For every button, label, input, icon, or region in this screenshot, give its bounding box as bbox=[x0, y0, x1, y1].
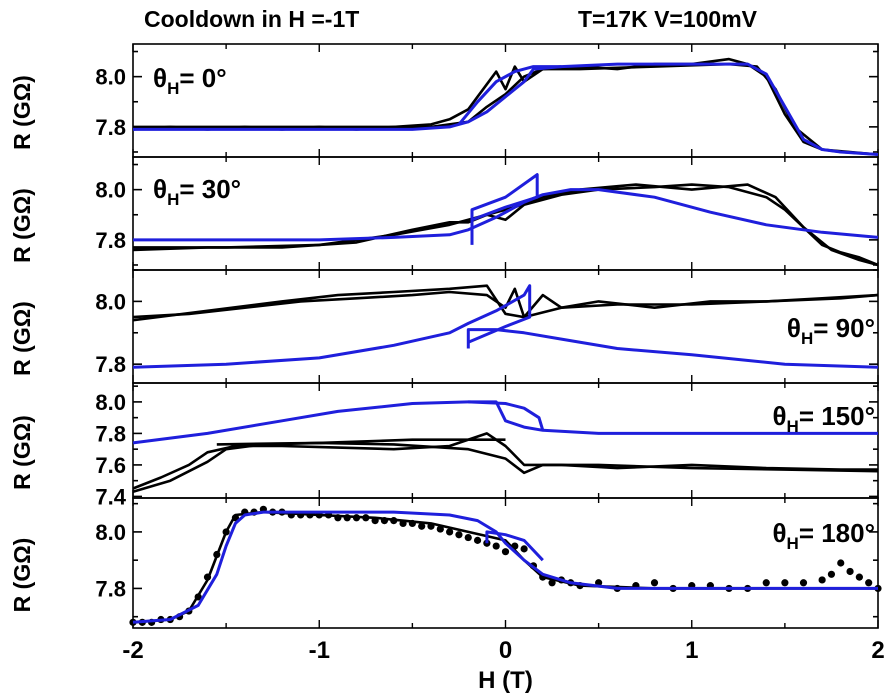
y-tick-label: 7.8 bbox=[95, 352, 126, 377]
x-axis-label: H (T) bbox=[478, 667, 533, 694]
annotation-value: = 150° bbox=[799, 401, 875, 431]
data-point bbox=[436, 525, 444, 533]
angle-annotation: θH= 90° bbox=[787, 313, 875, 348]
angle-annotation: θH= 30° bbox=[153, 174, 241, 209]
x-tick-label: 0 bbox=[499, 637, 512, 664]
panel-frame bbox=[132, 43, 879, 158]
data-point bbox=[827, 570, 836, 578]
data-point bbox=[455, 531, 463, 539]
data-point bbox=[837, 559, 845, 567]
data-point bbox=[865, 579, 873, 587]
annotation-value: = 180° bbox=[799, 518, 875, 548]
data-point bbox=[846, 567, 854, 576]
measured-curve bbox=[132, 287, 879, 319]
data-point bbox=[501, 548, 510, 556]
annotation-value: = 0° bbox=[179, 63, 226, 93]
data-point bbox=[799, 579, 808, 587]
data-point bbox=[855, 573, 863, 581]
y-tick-label: 8.0 bbox=[95, 289, 126, 314]
panel-5: 8.0 7.8 R (GΩ) θH= 180° bbox=[9, 497, 882, 629]
data-point bbox=[492, 542, 500, 550]
data-point bbox=[650, 579, 659, 587]
measured-curve bbox=[132, 432, 878, 490]
data-point bbox=[548, 579, 556, 587]
panel-1: 8.0 7.8 R (GΩ) θH= 0° bbox=[9, 43, 879, 158]
measured-curve bbox=[216, 438, 506, 446]
annotation-symbol: θ bbox=[772, 401, 786, 431]
model-curve bbox=[132, 400, 878, 445]
annotation-subscript: H bbox=[787, 417, 799, 436]
model-curve bbox=[466, 328, 879, 369]
y-axis-label: R (GΩ) bbox=[9, 415, 35, 490]
annotation-subscript: H bbox=[787, 534, 799, 553]
measured-curve bbox=[132, 441, 879, 493]
angle-annotation: θH= 150° bbox=[772, 401, 875, 436]
data-point bbox=[464, 533, 472, 542]
measured-curve bbox=[132, 284, 879, 322]
data-point bbox=[473, 536, 482, 544]
y-tick-label: 8.0 bbox=[95, 65, 126, 90]
y-tick-label: 7.8 bbox=[95, 421, 126, 446]
y-tick-label: 8.0 bbox=[95, 178, 126, 203]
x-tick-label: -1 bbox=[309, 637, 330, 664]
panel-4: 8.0 7.8 7.6 7.4 R (GΩ) θH= 150° bbox=[9, 382, 879, 509]
data-point bbox=[483, 539, 491, 547]
y-tick-label: 8.0 bbox=[95, 390, 126, 415]
annotation-subscript: H bbox=[167, 79, 179, 98]
annotation-subscript: H bbox=[801, 329, 813, 348]
data-point bbox=[446, 528, 454, 536]
annotation-symbol: θ bbox=[153, 174, 167, 204]
model-curve bbox=[468, 400, 545, 431]
y-axis-label: R (GΩ) bbox=[9, 75, 35, 150]
measured-curve bbox=[132, 510, 878, 624]
annotation-symbol: θ bbox=[772, 518, 786, 548]
data-point bbox=[762, 579, 770, 587]
annotation-subscript: H bbox=[167, 190, 179, 209]
x-tick-label: 1 bbox=[685, 637, 698, 664]
x-tick-label: 2 bbox=[871, 637, 884, 664]
y-axis-label: R (GΩ) bbox=[9, 538, 35, 613]
y-tick-label: 7.8 bbox=[95, 576, 126, 601]
data-point bbox=[781, 579, 789, 587]
annotation-value: = 30° bbox=[179, 174, 241, 204]
angle-annotation: θH= 0° bbox=[153, 63, 227, 98]
data-point bbox=[818, 576, 826, 584]
header-left: Cooldown in H =-1T bbox=[144, 6, 360, 32]
y-axis-label: R (GΩ) bbox=[9, 188, 35, 263]
y-tick-label: 8.0 bbox=[95, 520, 126, 545]
data-point bbox=[129, 618, 137, 626]
data-point bbox=[418, 522, 426, 530]
model-curve bbox=[457, 65, 562, 126]
panel-3: 8.0 7.8 R (GΩ) θH= 90° bbox=[9, 269, 879, 384]
angle-annotation: θH= 180° bbox=[772, 518, 875, 553]
header-right: T=17K V=100mV bbox=[578, 6, 758, 32]
model-curve bbox=[132, 284, 532, 369]
y-tick-label: 7.4 bbox=[95, 484, 126, 509]
annotation-symbol: θ bbox=[153, 63, 167, 93]
panel-2: 8.0 7.8 R (GΩ) θH= 30° bbox=[9, 156, 879, 271]
y-tick-label: 7.6 bbox=[95, 453, 126, 478]
model-curve bbox=[132, 510, 878, 624]
annotation-value: = 90° bbox=[813, 313, 875, 343]
model-curve bbox=[470, 173, 539, 245]
panel-frame bbox=[132, 497, 879, 629]
y-tick-label: 7.8 bbox=[95, 228, 126, 253]
y-axis-label: R (GΩ) bbox=[9, 301, 35, 376]
data-point bbox=[520, 545, 528, 553]
x-tick-label: -2 bbox=[122, 637, 143, 664]
model-curve bbox=[485, 530, 544, 562]
annotation-symbol: θ bbox=[787, 313, 801, 343]
y-tick-label: 7.8 bbox=[95, 115, 126, 140]
